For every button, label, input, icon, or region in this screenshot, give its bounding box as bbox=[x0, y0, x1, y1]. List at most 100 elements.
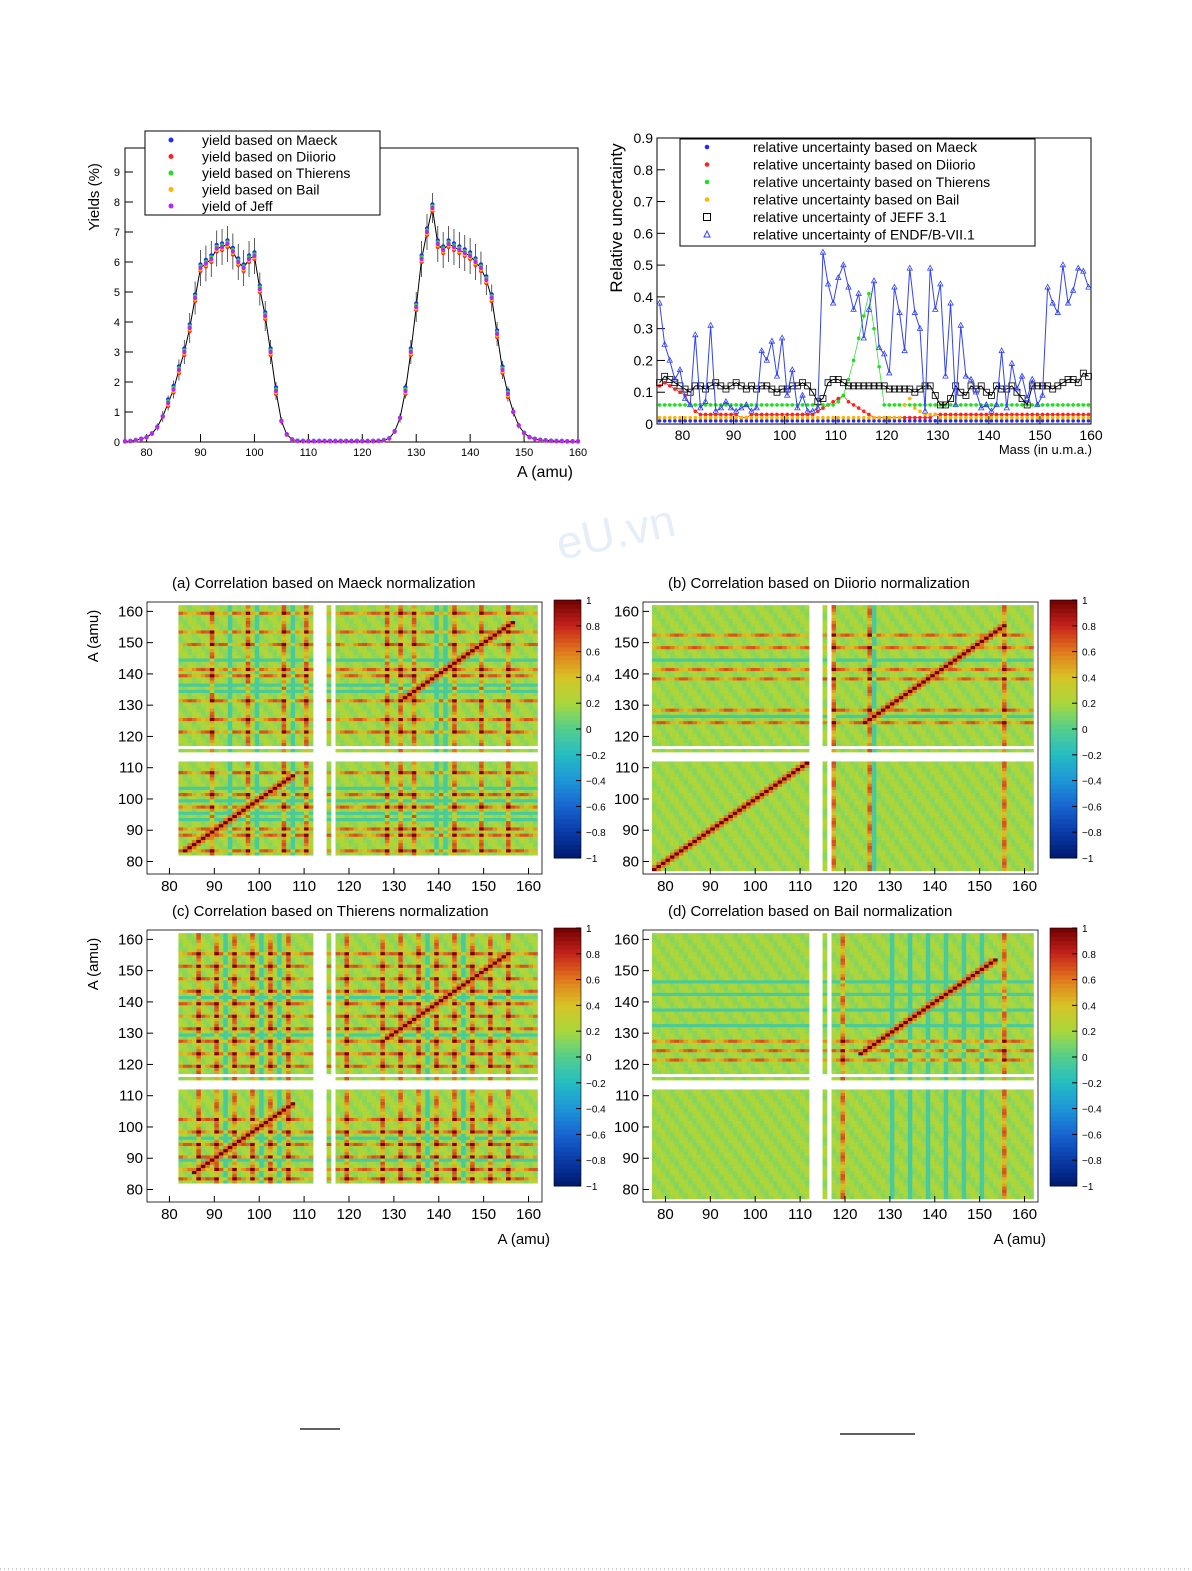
series-point bbox=[1010, 403, 1014, 407]
heatmap-cell bbox=[183, 783, 188, 786]
series-point bbox=[954, 419, 958, 423]
heatmap-cell bbox=[237, 783, 242, 786]
yield-point bbox=[371, 439, 375, 443]
heatmap-cell bbox=[223, 815, 228, 818]
legend-marker bbox=[169, 204, 174, 209]
heatmap-cell bbox=[241, 836, 246, 839]
series-point bbox=[1020, 403, 1024, 407]
series-point bbox=[888, 416, 892, 420]
heatmap-cell bbox=[223, 818, 228, 821]
series-point bbox=[836, 400, 840, 404]
heatmap-cell bbox=[228, 761, 233, 764]
heatmap-cell bbox=[237, 768, 242, 771]
heatmap-cell bbox=[241, 840, 246, 843]
series-point bbox=[857, 336, 861, 340]
series-point bbox=[1020, 419, 1024, 423]
heatmap-cell bbox=[205, 843, 210, 846]
heatmap-cell bbox=[228, 765, 233, 768]
series-point bbox=[857, 419, 861, 423]
heatmap-cell bbox=[187, 849, 192, 852]
series-point bbox=[693, 419, 697, 423]
series-point bbox=[775, 416, 779, 420]
series-point bbox=[775, 413, 779, 417]
y-axis-label: Relative uncertainty bbox=[607, 143, 626, 293]
heatmap-cell bbox=[232, 815, 237, 818]
heatmap-cell bbox=[237, 796, 242, 799]
y-tick-label: 0.3 bbox=[634, 321, 654, 337]
heatmap-cell bbox=[187, 777, 192, 780]
heatmap-cell bbox=[241, 846, 246, 849]
series-point bbox=[1071, 416, 1075, 420]
heatmap-cell bbox=[196, 771, 201, 774]
heatmap-cell bbox=[178, 827, 183, 830]
legend-label: relative uncertainty based on Thierens bbox=[753, 174, 990, 190]
heatmap-cell bbox=[192, 824, 197, 827]
heatmap-cell bbox=[214, 793, 219, 796]
yield-point bbox=[252, 254, 256, 258]
heatmap-cell bbox=[237, 808, 242, 811]
heatmap-cell bbox=[183, 796, 188, 799]
series-point bbox=[949, 416, 953, 420]
series-point bbox=[704, 416, 708, 420]
heatmap-cell bbox=[183, 780, 188, 783]
heatmap-cell bbox=[205, 761, 210, 764]
heatmap-cell bbox=[187, 790, 192, 793]
heatmap-cell bbox=[219, 774, 224, 777]
heatmap-cell bbox=[241, 783, 246, 786]
series-point bbox=[765, 413, 769, 417]
heatmap-cell bbox=[228, 786, 233, 789]
series-point bbox=[668, 403, 672, 407]
heatmap-cell bbox=[187, 774, 192, 777]
heatmap-cell bbox=[192, 846, 197, 849]
series-point bbox=[985, 419, 989, 423]
x-tick-label: 110 bbox=[825, 427, 848, 443]
heatmap-cell bbox=[232, 824, 237, 827]
series-point bbox=[811, 419, 815, 423]
heatmap-cell bbox=[228, 774, 233, 777]
heatmap-cell bbox=[241, 833, 246, 836]
series-point bbox=[760, 416, 764, 420]
heatmap-cell bbox=[219, 840, 224, 843]
series-point bbox=[836, 419, 840, 423]
heatmap-cell bbox=[237, 786, 242, 789]
heatmap-cell bbox=[232, 821, 237, 824]
series-point bbox=[816, 419, 820, 423]
series-point bbox=[1005, 413, 1009, 417]
heatmap-cell bbox=[241, 830, 246, 833]
heatmap-cell bbox=[205, 830, 210, 833]
yield-point bbox=[366, 439, 370, 443]
heatmap-cell bbox=[223, 777, 228, 780]
heatmap-cell bbox=[223, 849, 228, 852]
series-point bbox=[908, 419, 912, 423]
heatmap-title: (a) Correlation based on Maeck normaliza… bbox=[172, 575, 475, 592]
heatmap-cell bbox=[241, 811, 246, 814]
series-point bbox=[1036, 416, 1040, 420]
heatmap-cell bbox=[196, 802, 201, 805]
heatmap-cell bbox=[219, 849, 224, 852]
series-point bbox=[969, 403, 973, 407]
legend-label: relative uncertainty of ENDF/B-VII.1 bbox=[753, 227, 975, 243]
heatmap-cell bbox=[187, 840, 192, 843]
x-tick-label: 150 bbox=[1028, 427, 1052, 443]
heatmap-cell bbox=[228, 790, 233, 793]
heatmap-cell bbox=[178, 846, 183, 849]
y-tick-label: 4 bbox=[114, 317, 120, 329]
heatmap-cell bbox=[192, 802, 197, 805]
heatmap-cell bbox=[246, 824, 251, 827]
heatmap-cell bbox=[214, 774, 219, 777]
heatmap-cell bbox=[205, 780, 210, 783]
heatmap-cell bbox=[210, 796, 215, 799]
heatmap-cell bbox=[237, 852, 242, 855]
heatmap-cell bbox=[196, 799, 201, 802]
heatmap-cell bbox=[178, 818, 183, 821]
series-point bbox=[857, 416, 861, 420]
series-point bbox=[872, 327, 876, 331]
yield-point bbox=[414, 305, 418, 309]
yield-point bbox=[576, 439, 580, 443]
yield-point bbox=[333, 439, 337, 443]
series-point bbox=[872, 416, 876, 420]
heatmap-cell bbox=[241, 790, 246, 793]
x-axis-label: A (amu) bbox=[517, 464, 573, 481]
yield-point bbox=[398, 416, 402, 420]
